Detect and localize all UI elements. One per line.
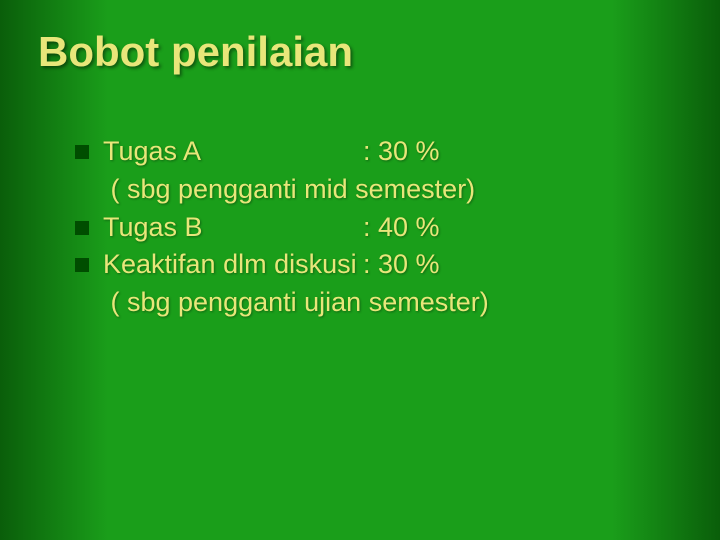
bullet-icon — [75, 221, 89, 235]
item-note: ( sbg pengganti ujian semester) — [103, 286, 489, 320]
slide-title: Bobot penilaian — [38, 28, 353, 76]
item-note: ( sbg pengganti mid semester) — [103, 173, 475, 207]
list-note: ( sbg pengganti ujian semester) — [75, 286, 655, 320]
list-item: Keaktifan dlm diskusi: 30 % — [75, 248, 655, 282]
bullet-icon — [75, 258, 89, 272]
item-label: Tugas A — [103, 135, 363, 169]
bullet-icon — [75, 145, 89, 159]
slide-body: Tugas A: 30 % ( sbg pengganti mid semest… — [75, 135, 655, 324]
item-label: Tugas B — [103, 211, 363, 245]
item-label: Keaktifan dlm diskusi — [103, 248, 363, 282]
list-item: Tugas B: 40 % — [75, 211, 655, 245]
list-note: ( sbg pengganti mid semester) — [75, 173, 655, 207]
list-item: Tugas A: 30 % — [75, 135, 655, 169]
item-value: : 30 % — [363, 248, 440, 282]
item-value: : 30 % — [363, 135, 440, 169]
slide: Bobot penilaian Tugas A: 30 % ( sbg peng… — [0, 0, 720, 540]
item-value: : 40 % — [363, 211, 440, 245]
